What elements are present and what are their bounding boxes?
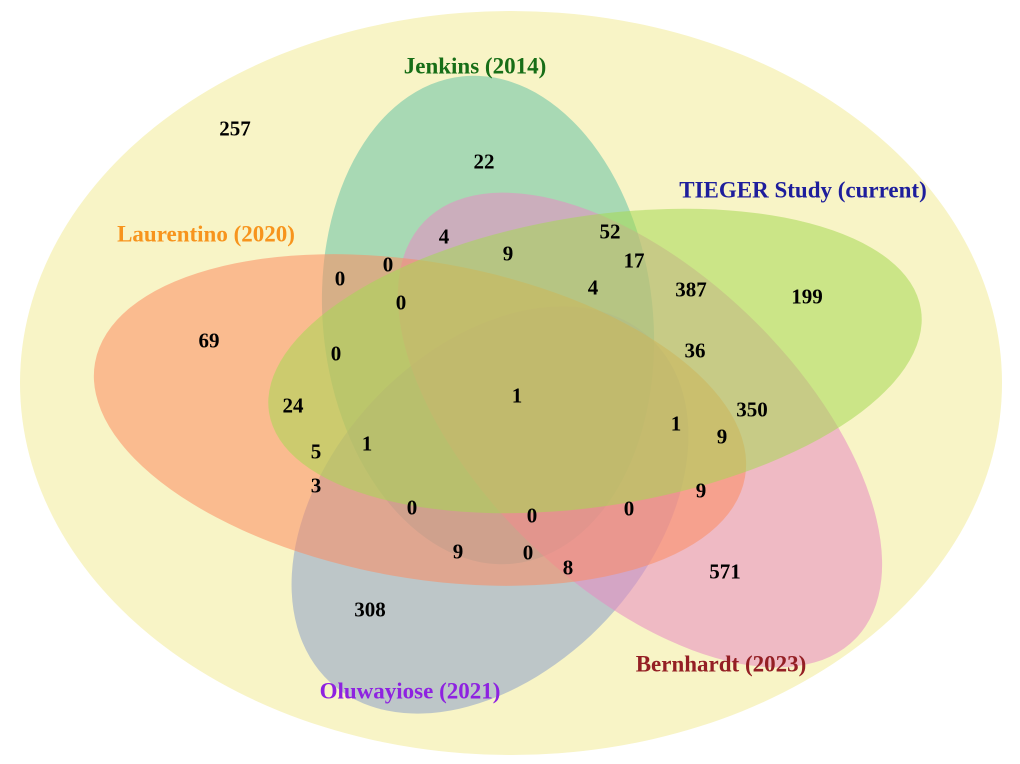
tieger-set-ellipse — [268, 208, 922, 514]
